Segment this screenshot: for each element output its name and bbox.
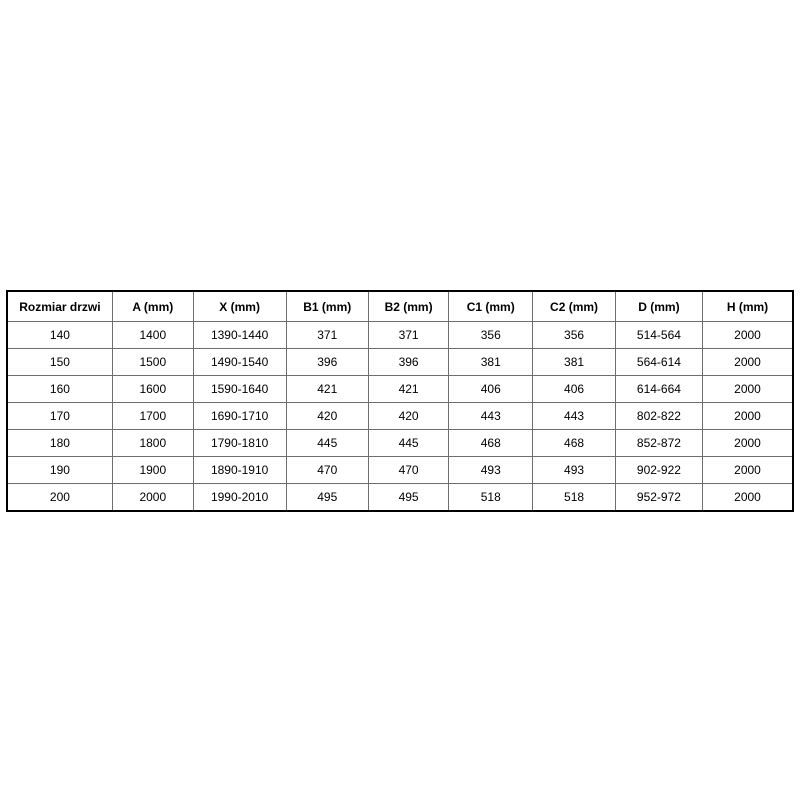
table-cell: 180 [6,429,113,457]
table-cell: 421 [285,375,370,403]
table-cell: 396 [285,348,370,376]
table-cell: 952-972 [614,483,704,512]
table-cell: 468 [532,429,616,457]
table-cell: 445 [368,429,450,457]
column-header: D (mm) [614,290,704,322]
table-cell: 160 [6,375,113,403]
column-header: C2 (mm) [532,290,616,322]
table-cell: 190 [6,456,113,484]
table-row: 180 1800 1790-1810 445 445 468 468 852-872 2000 [6,429,794,457]
table-cell: 356 [532,321,616,349]
table-cell: 468 [448,429,534,457]
table-cell: 2000 [702,456,794,484]
table-cell: 614-664 [614,375,704,403]
door-dimensions-table: Rozmiar drzwi A (mm) X (mm) B1 (mm) B2 (mm) C… [6,290,794,512]
table-cell: 514-564 [614,321,704,349]
table-cell: 1590-1640 [192,375,287,403]
table-cell: 1900 [111,456,194,484]
table-cell: 356 [448,321,534,349]
table-cell: 2000 [702,375,794,403]
column-header: C1 (mm) [448,290,534,322]
table-cell: 170 [6,402,113,430]
column-header: B2 (mm) [368,290,450,322]
column-header: X (mm) [192,290,287,322]
table-cell: 470 [285,456,370,484]
table-cell: 396 [368,348,450,376]
table-row: 200 2000 1990-2010 495 495 518 518 952-972 2000 [6,483,794,512]
table-cell: 200 [6,483,113,512]
table-cell: 420 [368,402,450,430]
table-cell: 371 [285,321,370,349]
table-cell: 1390-1440 [192,321,287,349]
table-cell: 381 [448,348,534,376]
table-cell: 2000 [111,483,194,512]
table-cell: 518 [448,483,534,512]
table-cell: 406 [448,375,534,403]
column-header: H (mm) [702,290,794,322]
table-cell: 443 [532,402,616,430]
table-cell: 381 [532,348,616,376]
table-row: 150 1500 1490-1540 396 396 381 381 564-614 2000 [6,348,794,376]
dimensions-table-container: Rozmiar drzwi A (mm) X (mm) B1 (mm) B2 (mm) C… [6,290,794,512]
table-cell: 495 [285,483,370,512]
table-row: 190 1900 1890-1910 470 470 493 493 902-922 2000 [6,456,794,484]
table-cell: 445 [285,429,370,457]
table-cell: 470 [368,456,450,484]
header-row: Rozmiar drzwi A (mm) X (mm) B1 (mm) B2 (mm) C… [6,290,794,322]
table-cell: 2000 [702,348,794,376]
column-header: A (mm) [111,290,194,322]
table-cell: 493 [532,456,616,484]
table-cell: 421 [368,375,450,403]
table-row: 170 1700 1690-1710 420 420 443 443 802-822 2000 [6,402,794,430]
column-header: B1 (mm) [285,290,370,322]
table-cell: 1800 [111,429,194,457]
table-cell: 1700 [111,402,194,430]
table-cell: 1400 [111,321,194,349]
table-cell: 150 [6,348,113,376]
table-cell: 1990-2010 [192,483,287,512]
table-row: 140 1400 1390-1440 371 371 356 356 514-564 2000 [6,321,794,349]
table-cell: 406 [532,375,616,403]
table-cell: 2000 [702,402,794,430]
table-cell: 1500 [111,348,194,376]
table-cell: 518 [532,483,616,512]
table-cell: 495 [368,483,450,512]
table-row: 160 1600 1590-1640 421 421 406 406 614-664 2000 [6,375,794,403]
table-cell: 1790-1810 [192,429,287,457]
table-cell: 1890-1910 [192,456,287,484]
table-cell: 802-822 [614,402,704,430]
table-cell: 2000 [702,321,794,349]
table-cell: 902-922 [614,456,704,484]
table-cell: 2000 [702,429,794,457]
table-cell: 140 [6,321,113,349]
table-cell: 564-614 [614,348,704,376]
table-cell: 1490-1540 [192,348,287,376]
column-header: Rozmiar drzwi [6,290,113,322]
table-cell: 2000 [702,483,794,512]
table-cell: 443 [448,402,534,430]
table-body: 140 1400 1390-1440 371 371 356 356 514-564 2000 1… [6,321,794,512]
table-cell: 852-872 [614,429,704,457]
table-cell: 1690-1710 [192,402,287,430]
table-cell: 420 [285,402,370,430]
table-cell: 493 [448,456,534,484]
table-cell: 1600 [111,375,194,403]
table-cell: 371 [368,321,450,349]
